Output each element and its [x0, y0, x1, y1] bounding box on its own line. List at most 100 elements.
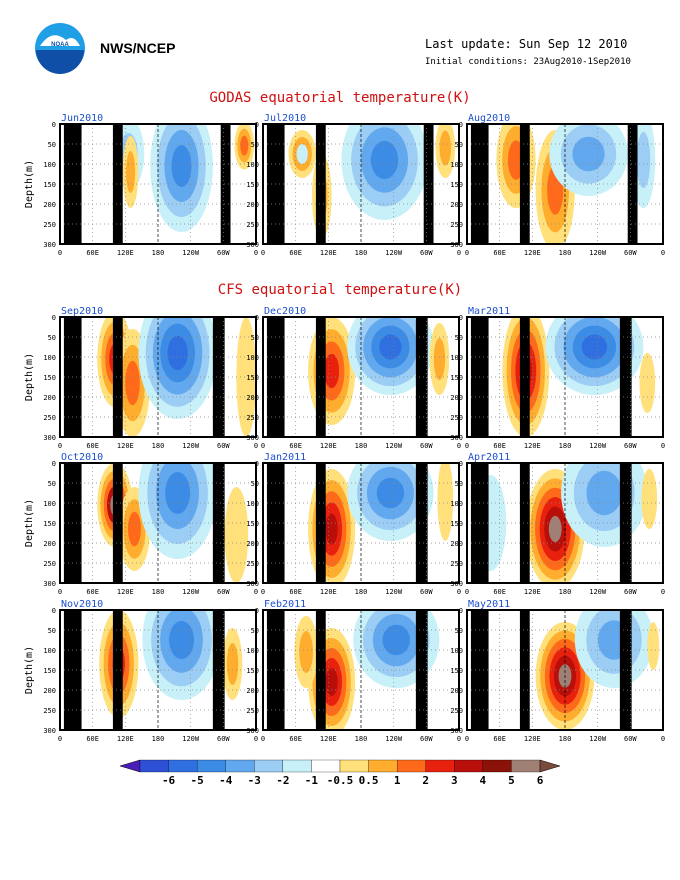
land-mask — [415, 463, 428, 583]
contour-fill — [370, 140, 399, 180]
x-tick-label: 120W — [182, 588, 200, 596]
x-tick-label: 60W — [217, 588, 230, 596]
panel-label: Aug2010 — [468, 113, 510, 124]
y-tick-label: 0 — [459, 121, 463, 129]
colorbar-label: 6 — [537, 774, 544, 787]
y-axis-label: Depth(m) — [24, 160, 35, 208]
land-mask — [315, 610, 326, 730]
y-tick-label: 100 — [43, 647, 56, 655]
x-tick-label: 60E — [289, 249, 302, 257]
x-tick-label: 180 — [152, 588, 165, 596]
colorbar-label: 1 — [394, 774, 401, 787]
x-tick-label: 120E — [524, 735, 541, 743]
x-tick-label: 0 — [261, 442, 265, 450]
y-tick-label: 250 — [43, 560, 56, 568]
panel-label: Mar2011 — [468, 306, 510, 317]
land-mask — [627, 124, 638, 244]
x-tick-label: 60W — [624, 249, 637, 257]
y-tick-label: 300 — [43, 727, 56, 735]
contour-fill — [165, 472, 191, 514]
x-tick-label: 120W — [182, 442, 200, 450]
contour-fill — [171, 145, 192, 187]
x-tick-label: 120E — [117, 735, 134, 743]
colorbar-swatch — [139, 759, 169, 773]
y-tick-label: 250 — [246, 414, 259, 422]
y-tick-label: 300 — [450, 727, 463, 735]
y-tick-label: 150 — [43, 374, 56, 382]
x-tick-label: 60W — [420, 588, 433, 596]
land-mask — [619, 317, 632, 437]
y-tick-label: 0 — [52, 121, 56, 129]
x-tick-label: 0 — [661, 249, 665, 257]
logo-text: NOAA — [51, 42, 69, 48]
colorbar-label: 0.5 — [359, 774, 379, 787]
contour-fill — [586, 470, 622, 516]
contour-fill — [548, 515, 562, 543]
x-tick-label: 120E — [117, 588, 134, 596]
contour-fill — [240, 135, 249, 156]
y-tick-label: 0 — [255, 607, 259, 615]
x-tick-label: 0 — [457, 249, 461, 257]
x-tick-label: 0 — [261, 588, 265, 596]
y-axis-label: Depth(m) — [24, 646, 35, 694]
y-tick-label: 200 — [450, 687, 463, 695]
y-tick-label: 100 — [450, 500, 463, 508]
x-tick-label: 120E — [320, 442, 337, 450]
x-tick-label: 120E — [320, 735, 337, 743]
x-tick-label: 60E — [493, 249, 506, 257]
panel-label: Jul2010 — [264, 113, 306, 124]
land-mask — [619, 610, 632, 730]
y-tick-label: 0 — [459, 314, 463, 322]
y-tick-label: 100 — [246, 354, 259, 362]
x-tick-label: 60E — [493, 735, 506, 743]
land-mask — [519, 610, 530, 730]
panel-frame — [59, 123, 257, 245]
y-tick-label: 200 — [43, 687, 56, 695]
colorbar-label: 4 — [480, 774, 487, 787]
y-tick-label: 250 — [450, 707, 463, 715]
y-tick-label: 50 — [251, 141, 259, 149]
land-mask — [112, 610, 123, 730]
x-tick-label: 180 — [152, 442, 165, 450]
x-tick-label: 120E — [117, 442, 134, 450]
panel-frame — [59, 462, 257, 584]
y-tick-label: 50 — [455, 334, 463, 342]
y-tick-label: 200 — [43, 201, 56, 209]
y-tick-label: 50 — [48, 334, 56, 342]
colorbar-label: -5 — [191, 774, 204, 787]
y-tick-label: 250 — [43, 221, 56, 229]
x-tick-label: 0 — [254, 249, 258, 257]
land-mask — [315, 124, 326, 244]
x-tick-label: 180 — [152, 735, 165, 743]
colorbar-swatch — [511, 759, 541, 773]
x-tick-label: 60E — [493, 442, 506, 450]
y-tick-label: 100 — [43, 500, 56, 508]
y-tick-label: 100 — [450, 161, 463, 169]
y-tick-label: 200 — [246, 201, 259, 209]
x-tick-label: 60E — [289, 442, 302, 450]
y-tick-label: 100 — [450, 647, 463, 655]
panel-frame — [466, 123, 664, 245]
panel-frame — [59, 316, 257, 438]
land-mask — [423, 124, 434, 244]
contour-fill — [226, 643, 239, 685]
y-tick-label: 200 — [450, 394, 463, 402]
x-tick-label: 120E — [524, 442, 541, 450]
contour-fill — [224, 487, 249, 583]
x-tick-label: 60W — [624, 735, 637, 743]
y-tick-label: 250 — [246, 560, 259, 568]
colorbar-label: 2 — [422, 774, 429, 787]
y-tick-label: 250 — [450, 560, 463, 568]
x-tick-label: 120W — [589, 249, 607, 257]
x-tick-label: 180 — [152, 249, 165, 257]
colorbar-label: -0.5 — [327, 774, 354, 787]
x-tick-label: 0 — [261, 249, 265, 257]
panel-label: Feb2011 — [264, 599, 306, 610]
y-tick-label: 300 — [246, 727, 259, 735]
contour-fill — [125, 151, 136, 193]
